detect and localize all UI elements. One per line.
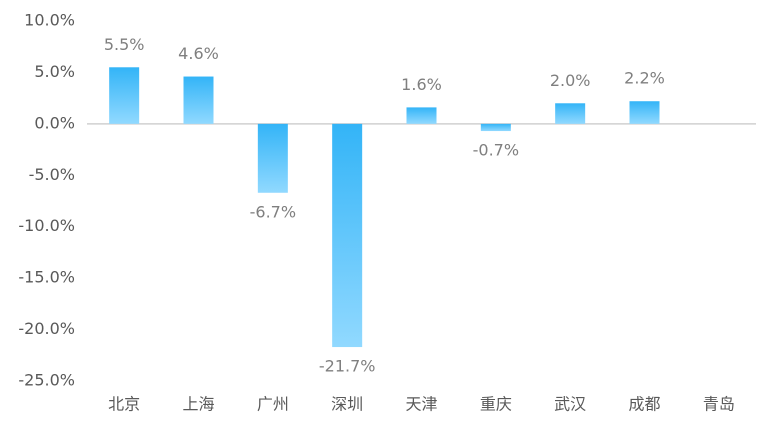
x-tick-label: 天津 bbox=[405, 395, 437, 414]
value-label: 2.0% bbox=[550, 71, 591, 90]
y-tick-label: 0.0% bbox=[34, 113, 75, 132]
y-tick-label: -20.0% bbox=[18, 319, 75, 338]
y-tick-label: -15.0% bbox=[18, 268, 75, 287]
x-tick-label: 重庆 bbox=[480, 395, 512, 414]
bar bbox=[183, 76, 214, 124]
x-tick-label: 北京 bbox=[108, 395, 140, 414]
x-tick-label: 广州 bbox=[257, 395, 289, 414]
y-tick-label: -5.0% bbox=[29, 165, 75, 184]
bar bbox=[629, 101, 660, 124]
x-tick-label: 青岛 bbox=[703, 395, 735, 414]
x-tick-label: 深圳 bbox=[331, 395, 363, 414]
x-tick-label: 成都 bbox=[628, 395, 660, 414]
value-label: 4.6% bbox=[178, 44, 219, 63]
x-tick-label: 武汉 bbox=[554, 395, 586, 414]
bar bbox=[406, 107, 437, 124]
y-tick-label: -10.0% bbox=[18, 216, 75, 235]
y-tick-label: 5.0% bbox=[34, 62, 75, 81]
value-label: -21.7% bbox=[319, 357, 376, 376]
y-tick-label: 10.0% bbox=[24, 11, 75, 30]
value-label: -0.7% bbox=[473, 141, 519, 160]
bar bbox=[555, 103, 586, 124]
value-label: 1.6% bbox=[401, 75, 442, 94]
y-tick-label: -25.0% bbox=[18, 371, 75, 390]
bar bbox=[480, 123, 511, 132]
value-label: 5.5% bbox=[104, 35, 145, 54]
x-tick-label: 上海 bbox=[182, 395, 214, 414]
bar bbox=[332, 123, 363, 348]
bar bbox=[257, 123, 288, 193]
bar bbox=[109, 67, 140, 124]
value-label: 2.2% bbox=[624, 69, 665, 88]
value-label: -6.7% bbox=[250, 202, 296, 221]
